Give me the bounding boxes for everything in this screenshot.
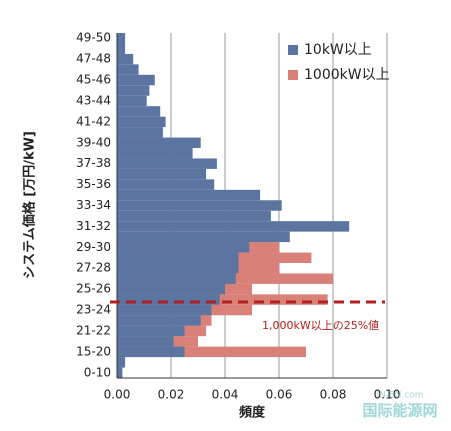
y-tick-label: 29-30 — [76, 240, 111, 254]
y-tick-label: 21-22 — [76, 323, 111, 337]
bar — [117, 315, 201, 326]
bar — [117, 294, 328, 305]
bar — [117, 294, 220, 305]
bar — [117, 210, 271, 222]
bar — [117, 189, 261, 201]
y-tick-label: 41-42 — [76, 114, 111, 128]
x-axis-label: 頻度 — [239, 405, 266, 421]
bar — [117, 158, 217, 169]
bar — [117, 127, 163, 138]
watermark: IN-EN.com — [376, 391, 423, 401]
bar — [117, 53, 134, 65]
bar — [117, 283, 225, 295]
bar — [117, 231, 290, 243]
y-tick-label: 33-34 — [76, 198, 111, 212]
bar — [117, 168, 207, 180]
bar — [117, 357, 126, 368]
bar — [117, 273, 236, 284]
x-tick-label: 0.04 — [212, 388, 239, 402]
bar — [117, 325, 185, 337]
annotation: 1,000kW以上の25%値 — [262, 319, 379, 332]
bar — [117, 85, 150, 96]
y-tick-label: 15-20 — [76, 344, 111, 358]
bar — [117, 95, 147, 107]
legend-label: 10kW以上 — [304, 42, 372, 58]
bar — [117, 106, 161, 117]
y-tick-label: 47-48 — [76, 52, 111, 66]
bar — [117, 242, 250, 253]
bar — [117, 74, 155, 86]
bar — [117, 33, 126, 44]
y-tick-label: 39-40 — [76, 135, 111, 149]
y-tick-label: 45-46 — [76, 73, 111, 87]
y-tick-label: 35-36 — [76, 177, 111, 191]
bar — [117, 346, 306, 358]
x-tick-label: 0.10 — [374, 388, 401, 402]
y-tick-label: 37-38 — [76, 156, 111, 170]
y-tick-label: 31-32 — [76, 219, 111, 233]
bar — [117, 304, 212, 316]
watermark: 国际能源网 — [362, 402, 437, 420]
bar — [117, 346, 185, 358]
x-tick-label: 0.02 — [158, 388, 185, 402]
bar — [117, 116, 166, 128]
y-tick-label: 0-10 — [84, 365, 111, 379]
x-tick-label: 0.00 — [104, 388, 131, 402]
bar — [117, 336, 174, 347]
y-tick-label: 27-28 — [76, 261, 111, 275]
bar — [117, 367, 123, 378]
x-tick-label: 0.06 — [266, 388, 293, 402]
bar — [117, 200, 282, 211]
bar — [117, 263, 239, 274]
legend-label: 1000kW以上 — [304, 67, 390, 83]
y-tick-label: 23-24 — [76, 303, 111, 317]
x-tick-label: 0.08 — [320, 388, 347, 402]
y-axis-label: システム価格 [万円/kW] — [22, 131, 38, 279]
legend-swatch — [288, 45, 298, 55]
bar — [117, 252, 239, 263]
bar — [117, 43, 126, 54]
y-tick-label: 49-50 — [76, 31, 111, 45]
y-tick-label: 43-44 — [76, 93, 111, 107]
legend-swatch — [288, 70, 298, 80]
bar — [117, 148, 193, 159]
bar — [117, 221, 350, 232]
bar — [117, 64, 139, 75]
bar — [117, 137, 201, 148]
bar — [117, 179, 215, 190]
y-tick-label: 25-26 — [76, 282, 111, 296]
